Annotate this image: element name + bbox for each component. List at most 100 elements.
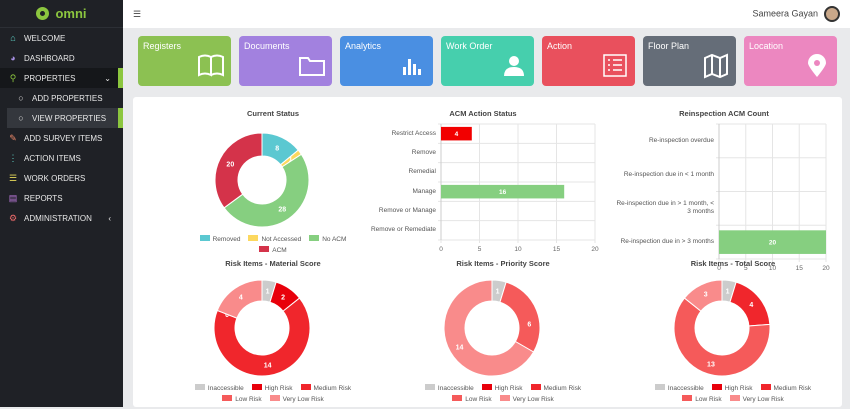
chevron-down-icon[interactable]: ⌄ [104, 73, 111, 83]
legend-item[interactable]: Inaccessible [654, 383, 704, 394]
sidebar-item-add-survey-items[interactable]: ✎ ADD SURVEY ITEMS [0, 128, 123, 148]
chart-title: Risk Items - Material Score [225, 259, 321, 268]
data-label: 6 [527, 321, 531, 328]
data-label: 3 [704, 292, 708, 299]
bar[interactable] [441, 126, 472, 141]
tile-floor-plan[interactable]: Floor Plan [643, 36, 736, 86]
sidebar-item-view-properties[interactable]: ○ VIEW PROPERTIES [7, 108, 123, 128]
data-label: 1 [496, 288, 500, 295]
legend-item[interactable]: No ACM [309, 234, 346, 245]
legend-item[interactable]: ACM [259, 245, 287, 256]
quick-links: Registers Documents Analytics Work Order Act… [138, 36, 837, 86]
legend-item[interactable]: Low Risk [222, 394, 262, 405]
map-icon [704, 53, 728, 79]
data-label: 16 [499, 189, 507, 196]
bar[interactable] [441, 184, 565, 199]
slice-very-low-risk[interactable] [683, 279, 723, 312]
tile-documents[interactable]: Documents [239, 36, 332, 86]
tile-action[interactable]: Action [542, 36, 635, 86]
tile-work-order[interactable]: Work Order [441, 36, 534, 86]
slice-medium-risk[interactable] [213, 297, 311, 377]
tile-label: Action [547, 41, 573, 51]
tick-label: 20 [822, 265, 830, 272]
sidebar-item-administration[interactable]: ⚙ ADMINISTRATION ‹ [0, 208, 123, 228]
sidebar-item-label: WELCOME [24, 33, 66, 43]
legend-item[interactable]: Very Low Risk [269, 394, 324, 405]
legend-item[interactable]: High Risk [251, 383, 293, 394]
legend-item[interactable]: High Risk [481, 383, 523, 394]
data-label: 13 [707, 361, 715, 368]
legend: Inaccessible High Risk Medium Risk Low Risk… [403, 383, 603, 405]
slice-very-low-risk[interactable] [216, 279, 263, 319]
tick-label: 5 [478, 246, 482, 253]
legend-item[interactable]: Low Risk [452, 394, 492, 405]
sidebar-item-label: ACTION ITEMS [24, 153, 81, 163]
legend-item[interactable]: Medium Risk [300, 383, 351, 394]
legend-item[interactable]: Not Accessed [248, 234, 301, 245]
tile-location[interactable]: Location [744, 36, 837, 86]
tick-label: 10 [514, 246, 522, 253]
slice-low-risk[interactable] [499, 281, 541, 353]
menu-toggle-icon[interactable]: ☰ [133, 8, 142, 19]
sidebar-item-label: ADD PROPERTIES [32, 93, 103, 103]
data-label: 0 [225, 312, 229, 319]
list-icon [603, 54, 627, 77]
sidebar-item-reports[interactable]: ▤ REPORTS [0, 188, 123, 208]
legend-item[interactable]: Very Low Risk [729, 394, 784, 405]
bar[interactable] [719, 230, 826, 254]
chart-title: Risk Items - Total Score [690, 259, 776, 268]
legend-item[interactable]: Inaccessible [424, 383, 474, 394]
data-label: 20 [769, 240, 777, 247]
tile-label: Documents [244, 41, 290, 51]
chart-risk-items-priority-score: Risk Items - Priority Score100614Inacces… [403, 259, 603, 409]
slice-low-risk[interactable] [673, 297, 771, 377]
tile-label: Registers [143, 41, 182, 51]
legend-item[interactable]: High Risk [711, 383, 753, 394]
chart-current-status: Current Status 8 1 28 20 Removed Not Accessed N… [173, 109, 373, 259]
slice-no-acm[interactable] [223, 153, 310, 228]
active-indicator [118, 108, 123, 128]
category-label: Manage [412, 187, 437, 195]
sidebar-item-properties[interactable]: ⚲ PROPERTIES ⌄ [0, 68, 123, 88]
chart-acm-action-status: ACM Action Status 0 5 10 15 20 4 16 Restrict Acc… [363, 109, 603, 259]
active-indicator [118, 68, 123, 88]
sidebar-item-dashboard[interactable]: ◕ DASHBOARD [0, 48, 123, 68]
legend-item[interactable]: Medium Risk [760, 383, 811, 394]
chart-reinspection-acm-count: Reinspection ACM Count 0 5 10 15 20 20 Re-inspe… [613, 109, 835, 272]
tick-label: 15 [553, 246, 561, 253]
tick-label: 15 [796, 265, 804, 272]
legend-item[interactable]: Inaccessible [194, 383, 244, 394]
slice-very-low-risk[interactable] [443, 279, 535, 377]
home-icon: ⌂ [10, 33, 16, 43]
folder-icon [299, 57, 325, 76]
legend-item[interactable]: Removed [199, 234, 240, 245]
sidebar-item-welcome[interactable]: ⌂ WELCOME [0, 28, 123, 48]
legend-item[interactable]: Very Low Risk [499, 394, 554, 405]
dashboard-panel: Current Status 8 1 28 20 Removed Not Accessed N… [133, 97, 842, 407]
pencil-icon: ✎ [9, 132, 17, 143]
chart-title: Risk Items - Priority Score [456, 259, 550, 268]
tile-registers[interactable]: Registers [138, 36, 231, 86]
logo[interactable]: omni [0, 0, 123, 28]
legend: Inaccessible High Risk Medium Risk Low Risk… [633, 383, 833, 405]
legend-item[interactable]: Low Risk [682, 394, 722, 405]
user-menu[interactable]: Sameera Gayan [752, 6, 840, 22]
sidebar-item-work-orders[interactable]: ☰ WORK ORDERS [0, 168, 123, 188]
sidebar-item-label: DASHBOARD [24, 53, 75, 63]
sidebar-item-label: REPORTS [24, 193, 63, 203]
legend-item[interactable]: Medium Risk [530, 383, 581, 394]
tick-label: 20 [591, 246, 599, 253]
gear-icon: ⚙ [8, 212, 18, 223]
sidebar-item-add-properties[interactable]: ○ ADD PROPERTIES [0, 88, 123, 108]
slice-acm[interactable] [214, 132, 263, 209]
tick-label: 10 [769, 265, 777, 272]
category-label: Re-inspection due in > 1 month, < 3 mont… [616, 200, 714, 216]
tile-label: Floor Plan [648, 41, 690, 51]
map-marker-icon: ⚲ [9, 72, 17, 83]
tile-analytics[interactable]: Analytics [340, 36, 433, 86]
sidebar-item-action-items[interactable]: ⋮ ACTION ITEMS [0, 148, 123, 168]
chevron-left-icon[interactable]: ‹ [108, 213, 111, 223]
circle-icon: ○ [18, 93, 24, 103]
tick-label: 0 [439, 246, 443, 253]
category-label: Re-inspection due in > 3 months [620, 238, 714, 246]
